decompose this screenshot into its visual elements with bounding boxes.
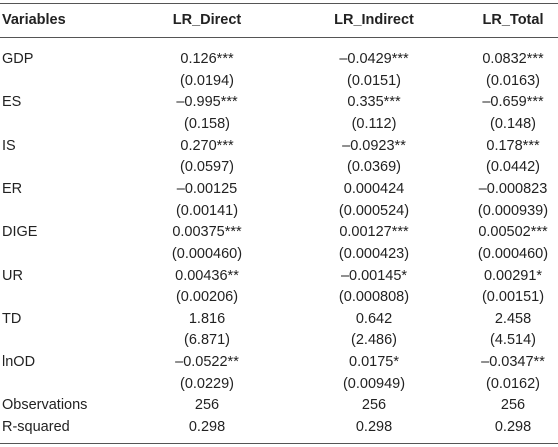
header-rule xyxy=(0,37,558,38)
row-label: TD xyxy=(2,310,22,327)
row-label: R-squared xyxy=(2,419,70,436)
row-label: UR xyxy=(2,267,23,284)
standard-error: (0.158) xyxy=(184,115,230,132)
coefficient: 0.00127*** xyxy=(339,224,409,241)
row-label: Observations xyxy=(2,397,88,414)
standard-error: (0.0194) xyxy=(179,72,235,89)
standard-error: (0.00151) xyxy=(481,289,545,306)
column-header: Variables xyxy=(2,12,66,28)
coefficient: 0.00502*** xyxy=(478,224,548,241)
bottom-rule xyxy=(0,443,558,444)
coefficient: 0.0175* xyxy=(349,354,399,371)
standard-error: (0.0597) xyxy=(179,159,235,176)
coefficient: –0.0347** xyxy=(481,354,545,371)
coefficient: 0.642 xyxy=(355,310,393,327)
standard-error: (0.000423) xyxy=(338,245,410,262)
row-label: DIGE xyxy=(2,224,38,241)
coefficient: 0.0832*** xyxy=(482,51,544,67)
row-label: GDP xyxy=(2,51,34,67)
coefficient: –0.0522** xyxy=(175,354,239,371)
coefficient: 256 xyxy=(194,397,220,414)
row-label: ER xyxy=(2,180,23,197)
coefficient: 0.00436** xyxy=(175,267,239,284)
column-header: LR_Indirect xyxy=(334,12,414,28)
row-label: lnOD xyxy=(2,354,36,371)
standard-error: (0.000460) xyxy=(477,245,549,262)
standard-error: (0.000460) xyxy=(171,245,243,262)
coefficient: –0.0429*** xyxy=(339,51,409,67)
standard-error: (0.0162) xyxy=(485,375,541,392)
coefficient: –0.995*** xyxy=(176,94,238,111)
standard-error: (0.000524) xyxy=(338,202,410,219)
standard-error: (0.0163) xyxy=(485,72,541,89)
standard-error: (0.00206) xyxy=(175,289,239,306)
row-label: IS xyxy=(2,137,16,154)
coefficient: 0.298 xyxy=(494,419,532,436)
coefficient: 0.335*** xyxy=(347,94,401,111)
coefficient: 0.000424 xyxy=(343,180,405,197)
coefficient: 0.270*** xyxy=(180,137,234,154)
coefficient: 0.126*** xyxy=(180,51,234,67)
coefficient: 256 xyxy=(361,397,387,414)
coefficient: –0.659*** xyxy=(482,94,544,111)
top-rule xyxy=(0,3,558,4)
coefficient: 0.00291* xyxy=(483,267,543,284)
coefficient: 256 xyxy=(500,397,526,414)
standard-error: (0.0229) xyxy=(179,375,235,392)
column-header: LR_Direct xyxy=(172,12,242,28)
standard-error: (0.0369) xyxy=(346,159,402,176)
standard-error: (6.871) xyxy=(184,332,230,349)
coefficient: –0.000823 xyxy=(478,180,548,197)
coefficient: 0.00375*** xyxy=(172,224,242,241)
row-label: ES xyxy=(2,94,22,111)
coefficient: –0.00125 xyxy=(176,180,238,197)
standard-error: (0.148) xyxy=(490,115,536,132)
coefficient: –0.00145* xyxy=(340,267,408,284)
standard-error: (0.000808) xyxy=(338,289,410,306)
coefficient: 2.458 xyxy=(494,310,532,327)
standard-error: (0.112) xyxy=(351,115,397,132)
standard-error: (0.000939) xyxy=(477,202,549,219)
standard-error: (0.00141) xyxy=(175,202,239,219)
standard-error: (4.514) xyxy=(490,332,536,349)
standard-error: (2.486) xyxy=(351,332,397,349)
standard-error: (0.0151) xyxy=(346,72,402,89)
standard-error: (0.0442) xyxy=(485,159,541,176)
coefficient: 1.816 xyxy=(188,310,226,327)
column-header: LR_Total xyxy=(482,12,544,28)
standard-error: (0.00949) xyxy=(342,375,406,392)
coefficient: –0.0923** xyxy=(342,137,406,154)
coefficient: 0.178*** xyxy=(486,137,540,154)
coefficient: 0.298 xyxy=(188,419,226,436)
coefficient: 0.298 xyxy=(355,419,393,436)
